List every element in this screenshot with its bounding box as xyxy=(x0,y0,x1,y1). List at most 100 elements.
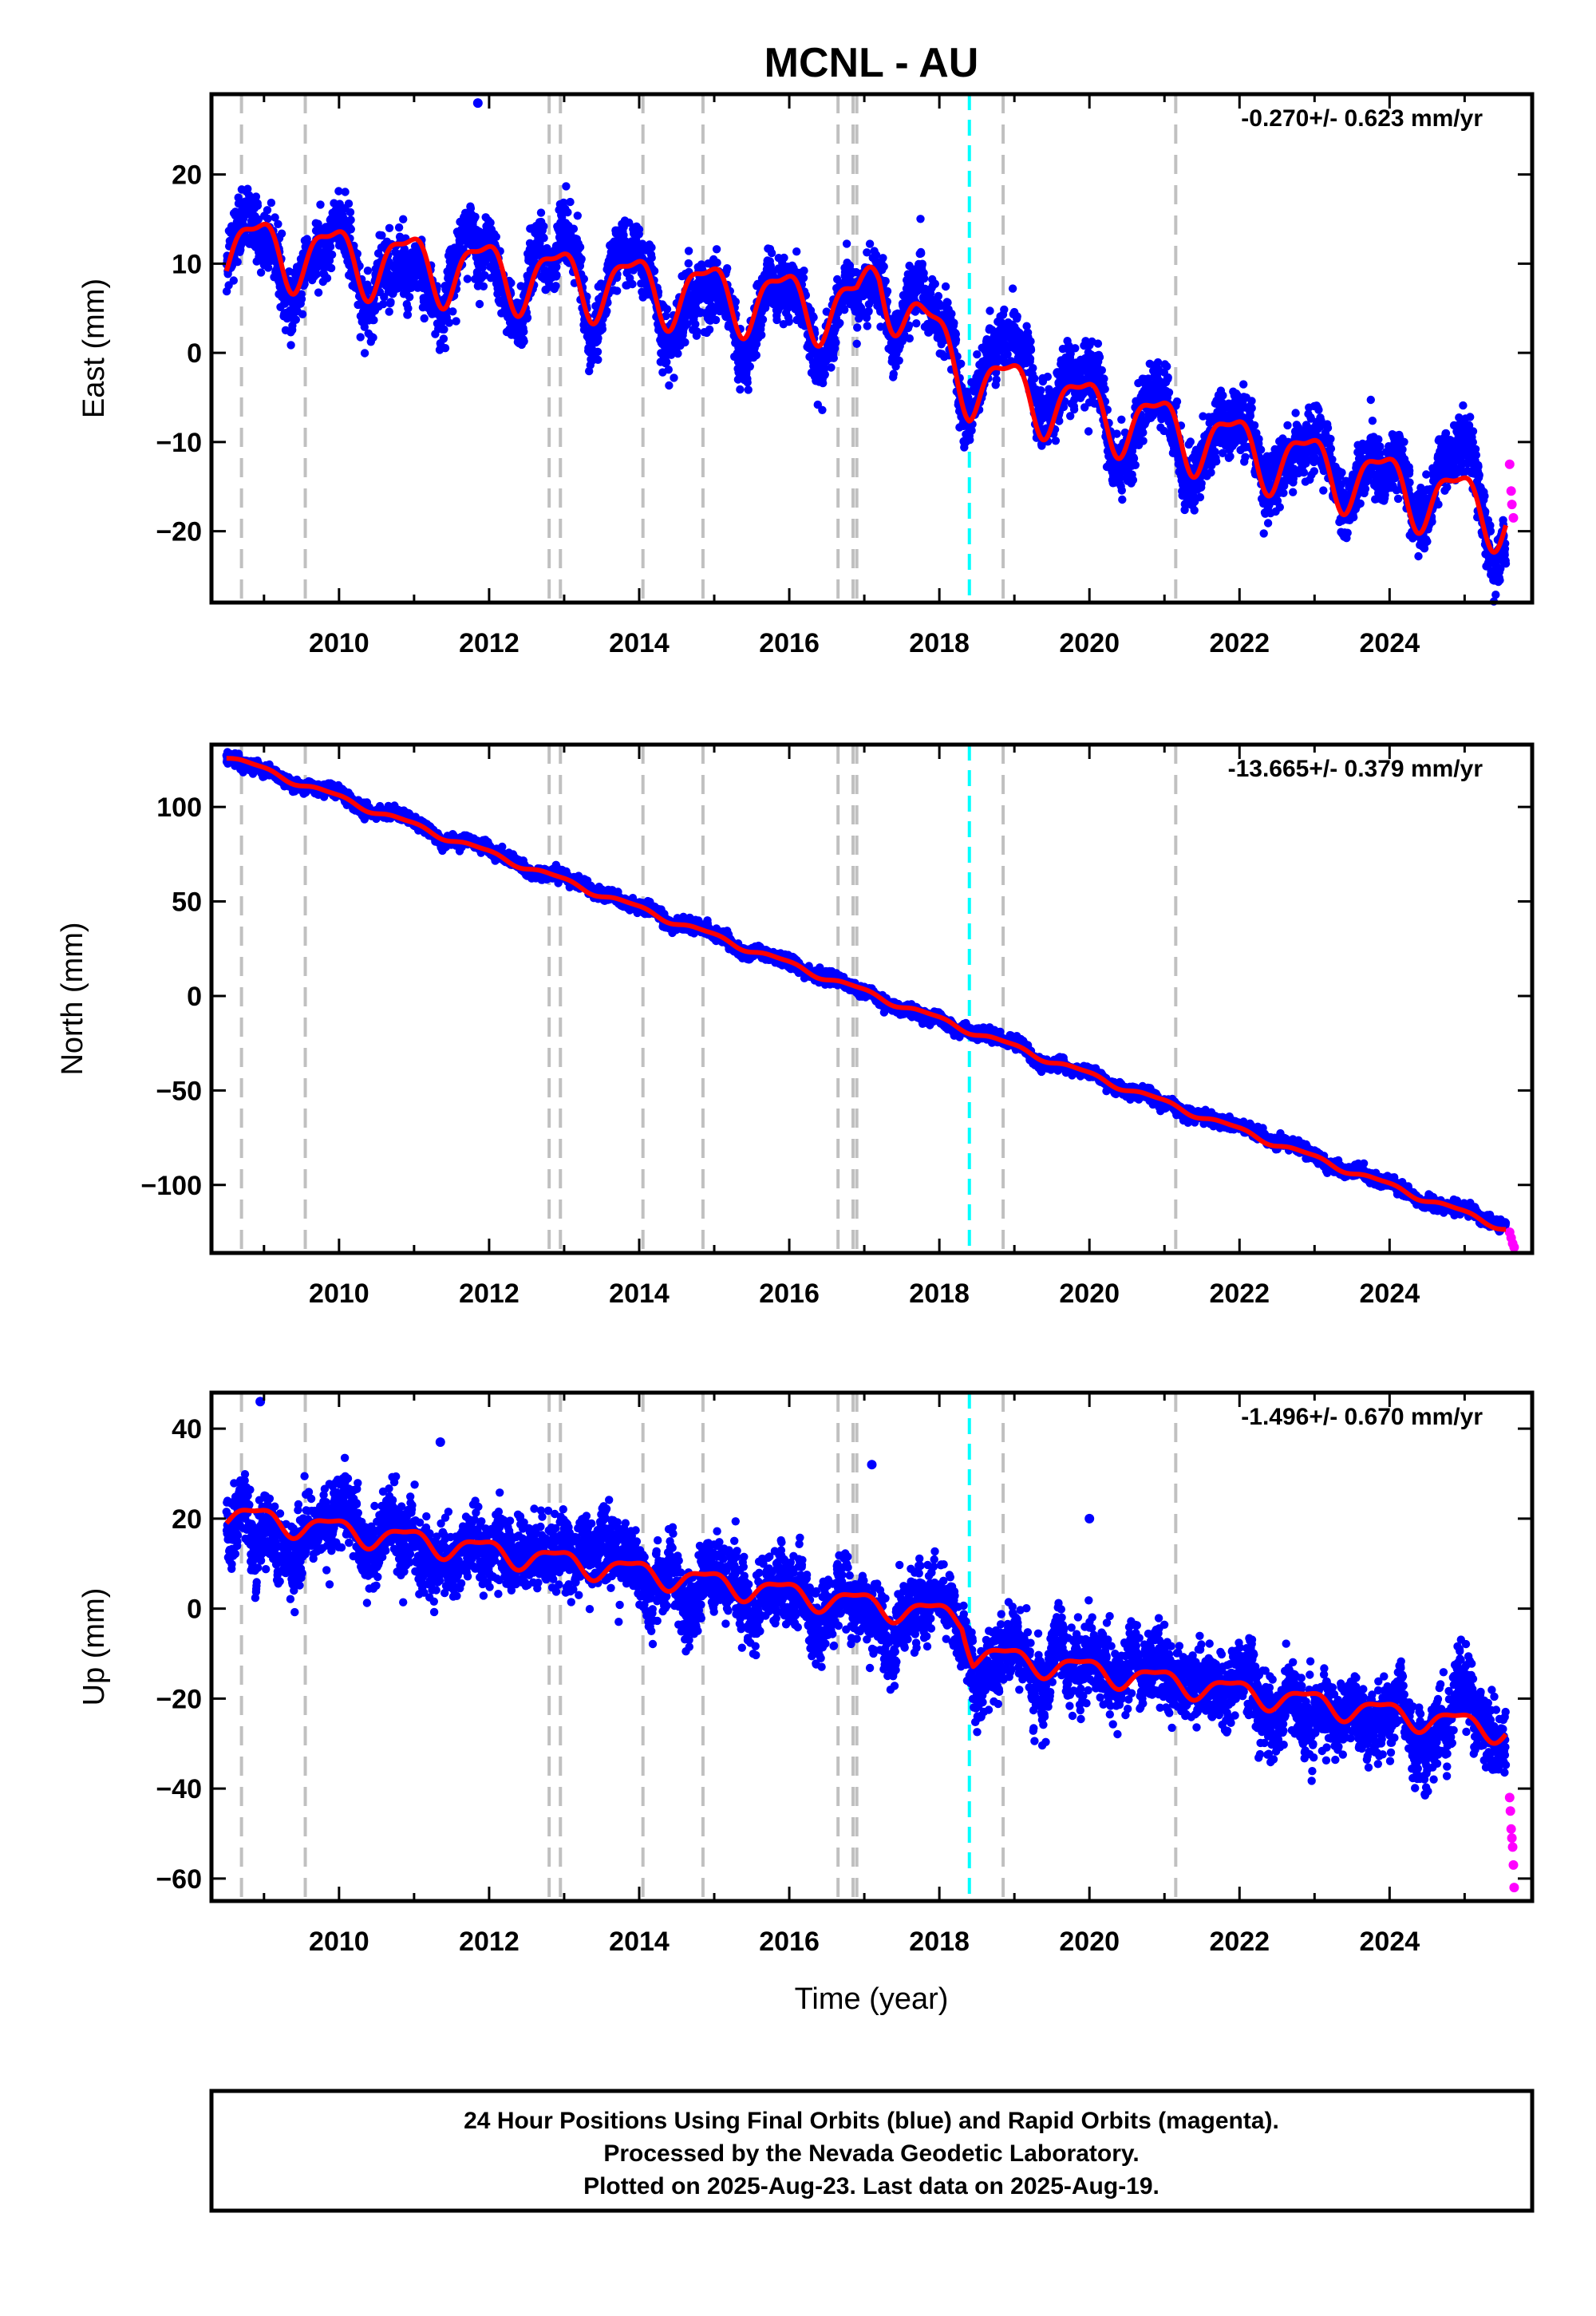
final-orbit-point xyxy=(356,333,365,342)
final-orbit-point xyxy=(1195,492,1205,502)
final-orbit-point xyxy=(919,274,929,283)
final-orbit-point xyxy=(274,219,282,228)
final-orbit-point xyxy=(752,350,760,360)
final-orbit-point xyxy=(1163,362,1171,371)
final-orbit-point xyxy=(912,319,921,328)
final-orbit-point xyxy=(1212,457,1221,466)
final-orbit-point xyxy=(1071,344,1080,353)
final-orbit-point xyxy=(836,318,844,327)
final-orbit-point xyxy=(1008,284,1017,293)
final-orbit-point xyxy=(986,306,994,315)
final-orbit-point xyxy=(883,287,892,296)
final-orbit-point xyxy=(800,267,808,275)
final-orbit-point xyxy=(832,338,840,347)
final-orbit-point xyxy=(598,325,607,334)
final-orbit-point xyxy=(879,254,887,263)
final-orbit-point xyxy=(1197,479,1206,488)
final-orbit-point xyxy=(1093,339,1103,348)
final-orbit-point xyxy=(684,247,693,255)
final-orbit-point xyxy=(1026,337,1035,346)
final-orbit-point xyxy=(745,362,754,371)
final-orbit-point xyxy=(905,334,915,343)
final-orbit-point xyxy=(950,318,958,327)
final-orbit-point xyxy=(346,225,355,234)
final-orbit-point xyxy=(399,215,408,223)
final-orbit-point xyxy=(827,363,836,372)
final-orbit-point xyxy=(930,279,940,288)
final-orbit-point xyxy=(818,405,827,414)
final-orbit-point xyxy=(385,223,394,232)
final-orbit-point xyxy=(440,325,448,334)
final-orbit-point xyxy=(647,253,656,263)
final-orbit-point xyxy=(326,242,335,251)
panel-east: 2010 2012 2014 2016 2018 2020 2022 202420100−10… xyxy=(77,92,1535,658)
final-orbit-point xyxy=(842,239,851,248)
final-orbit-point xyxy=(298,310,307,318)
final-orbit-point xyxy=(879,262,888,271)
final-orbit-point xyxy=(573,211,582,220)
final-orbit-point xyxy=(809,313,818,322)
chart-title: MCNL - AU xyxy=(764,40,979,86)
final-orbit-point xyxy=(634,225,644,234)
final-orbit-point xyxy=(628,279,637,289)
final-orbit-point xyxy=(647,243,656,252)
final-orbit-point xyxy=(1259,529,1268,538)
final-orbit-point xyxy=(1254,434,1263,444)
final-orbit-point xyxy=(780,253,788,263)
final-orbit-point xyxy=(736,385,745,394)
final-orbit-point xyxy=(664,366,673,374)
final-orbit-point xyxy=(1139,437,1148,445)
final-orbit-point xyxy=(1186,437,1195,446)
final-orbit-point xyxy=(404,304,413,313)
final-orbit-point xyxy=(344,200,354,208)
final-orbit-point xyxy=(1043,372,1053,381)
final-orbit-point xyxy=(1190,506,1199,515)
final-orbit-point xyxy=(1084,427,1093,436)
final-orbit-point xyxy=(1247,404,1256,413)
final-orbit-point xyxy=(291,315,300,324)
final-orbit-point xyxy=(286,341,295,350)
final-orbit-point xyxy=(665,381,674,390)
final-orbit-point xyxy=(440,344,450,353)
final-orbit-point xyxy=(853,323,862,332)
final-orbit-point xyxy=(1029,364,1037,373)
final-orbit-point xyxy=(253,201,263,210)
final-orbit-point xyxy=(327,250,337,259)
plot-area-east xyxy=(211,94,1532,603)
final-orbit-point xyxy=(346,207,355,217)
final-orbit-point xyxy=(1263,519,1273,528)
final-orbit-point xyxy=(1100,385,1109,393)
final-orbit-point xyxy=(297,294,306,303)
final-orbit-point xyxy=(1097,366,1107,375)
final-orbit-point xyxy=(852,339,861,348)
final-orbit-point xyxy=(1256,445,1266,454)
final-orbit-point xyxy=(471,212,480,221)
final-orbit-point xyxy=(326,263,336,273)
final-orbit-point xyxy=(316,200,325,209)
final-orbit-point xyxy=(662,305,672,314)
final-orbit-point xyxy=(1025,354,1035,363)
final-orbit-point xyxy=(711,315,721,325)
final-orbit-point xyxy=(691,320,700,329)
final-orbit-point xyxy=(229,276,238,285)
final-orbit-point xyxy=(1226,452,1235,461)
final-orbit-point xyxy=(712,245,721,254)
final-orbit-point xyxy=(277,229,286,238)
final-orbit-point xyxy=(1051,437,1061,445)
final-orbit-point xyxy=(951,335,961,344)
final-orbit-point xyxy=(1095,353,1104,362)
final-orbit-point xyxy=(233,258,242,267)
final-orbit-point xyxy=(613,287,622,295)
final-orbit-point xyxy=(448,307,457,316)
final-orbit-point xyxy=(346,215,355,224)
final-orbit-point xyxy=(314,288,323,297)
final-orbit-point xyxy=(1131,460,1140,469)
final-orbit-point xyxy=(1117,415,1126,424)
final-orbit-point xyxy=(577,255,586,263)
final-orbit-point xyxy=(1117,486,1127,495)
final-orbit-point xyxy=(463,275,472,283)
final-orbit-point xyxy=(799,274,808,283)
final-orbit-point xyxy=(563,207,572,217)
final-orbit-point xyxy=(693,327,701,336)
